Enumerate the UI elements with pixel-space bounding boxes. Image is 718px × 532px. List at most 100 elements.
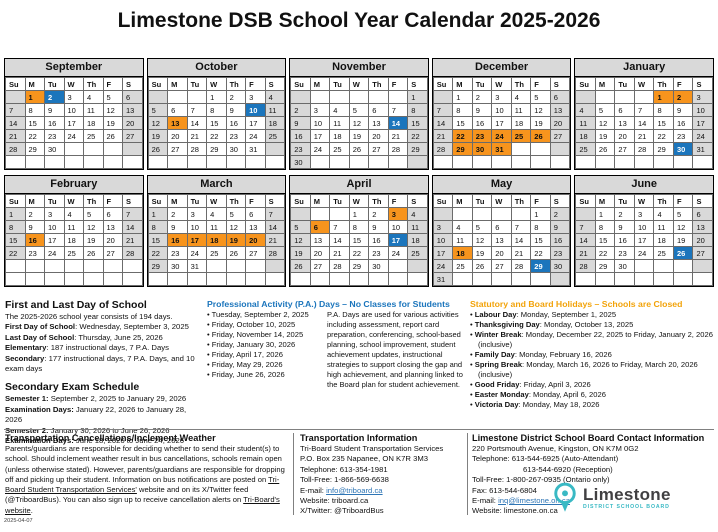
board-email-link[interactable]: inq@limestone.on.ca bbox=[498, 496, 570, 506]
day-cell: 19 bbox=[147, 129, 169, 143]
weekday-header: W bbox=[63, 77, 84, 91]
day-cell bbox=[614, 155, 635, 169]
day-cell: 31 bbox=[491, 142, 512, 156]
triboard-website-link[interactable]: Tri-Board's website bbox=[5, 495, 280, 515]
day-cell bbox=[245, 155, 266, 169]
month-grid: Su M Tu W Th F S 1 2 3 4 5 6 7 8 9 10 11 12 13 14 15 16 17 18 19 2… bbox=[290, 194, 428, 286]
day-cell bbox=[147, 90, 169, 104]
day-cell bbox=[672, 155, 694, 169]
day-cell: 1 bbox=[452, 90, 473, 104]
day-cell: 21 bbox=[186, 129, 208, 143]
vertical-divider bbox=[293, 433, 294, 515]
day-cell: 25 bbox=[575, 142, 596, 156]
day-cell bbox=[407, 259, 428, 273]
board-email-line: E-mail: inq@limestone.on.ca bbox=[472, 496, 570, 506]
day-cell: 21 bbox=[432, 129, 454, 143]
day-cell: 3 bbox=[692, 90, 713, 104]
weekday-header: Tu bbox=[614, 194, 635, 208]
day-cell: 3 bbox=[387, 207, 409, 221]
day-cell bbox=[122, 155, 143, 169]
day-cell: 22 bbox=[5, 246, 26, 260]
weekday-header: W bbox=[348, 194, 370, 208]
triboard-services-link[interactable]: Tri-Board Student Transportation Service… bbox=[5, 474, 280, 495]
day-cell: 17 bbox=[432, 246, 454, 260]
day-cell: 4 bbox=[452, 220, 473, 234]
weekday-header: M bbox=[594, 77, 616, 91]
month-title: May bbox=[432, 176, 571, 194]
day-cell: 12 bbox=[83, 220, 104, 234]
board-contact-line: Toll-Free: 1-800-267-0935 (Ontario only) bbox=[472, 475, 610, 485]
weekday-header: Th bbox=[510, 194, 532, 208]
month-title: February bbox=[5, 176, 143, 194]
day-cell: 10 bbox=[692, 103, 713, 117]
day-cell: 24 bbox=[309, 142, 331, 156]
day-cell: 26 bbox=[102, 129, 123, 143]
weekday-header: F bbox=[387, 77, 409, 91]
day-cell bbox=[491, 155, 512, 169]
day-cell: 25 bbox=[264, 129, 286, 143]
transport-website-line: Website: triboard.ca bbox=[300, 496, 369, 506]
day-cell: 29 bbox=[653, 142, 674, 156]
day-cell: 1 bbox=[5, 207, 26, 221]
day-cell: 16 bbox=[44, 116, 65, 130]
day-cell: 9 bbox=[549, 220, 571, 234]
exam-schedule-list: Semester 1: September 2, 2025 to January… bbox=[5, 394, 204, 446]
day-cell bbox=[63, 155, 84, 169]
day-cell: 30 bbox=[672, 142, 694, 156]
day-cell: 8 bbox=[5, 220, 26, 234]
day-cell: 26 bbox=[83, 246, 104, 260]
day-cell: 19 bbox=[471, 246, 493, 260]
weekday-header: F bbox=[530, 77, 551, 91]
transport-email-link[interactable]: info@triboard.ca bbox=[326, 485, 383, 495]
weekday-header: M bbox=[594, 194, 616, 208]
pa-day-item: • Tuesday, September 2, 2025 bbox=[207, 310, 309, 319]
weekday-header: Su bbox=[432, 77, 454, 91]
day-cell: 28 bbox=[432, 142, 454, 156]
day-cell: 3 bbox=[491, 90, 512, 104]
board-contact-line: 613-544-6920 (Reception) bbox=[523, 464, 613, 474]
day-cell: 11 bbox=[407, 220, 428, 234]
exam-schedule-heading: Secondary Exam Schedule bbox=[5, 381, 140, 394]
day-cell: 7 bbox=[575, 220, 596, 234]
day-cell: 28 bbox=[575, 259, 596, 273]
holidays-heading: Statutory and Board Holidays – Schools a… bbox=[470, 299, 683, 309]
day-cell: 29 bbox=[594, 259, 616, 273]
weekday-header: Tu bbox=[329, 194, 350, 208]
month-grid: Su M Tu W Th F S 1 2 3 4 5 6 7 8 9 10 11 12 13 14 15 16 17 18 19 2… bbox=[575, 194, 713, 286]
weekday-header: M bbox=[24, 194, 45, 208]
day-cell: 30 bbox=[368, 259, 389, 273]
day-cell: 29 bbox=[452, 142, 473, 156]
month-calendar-may: May Su M Tu W Th F S 1 2 3 4 5 6 7 8 9 10 11 12 13 14 15 16 17 18… bbox=[431, 175, 572, 287]
day-cell: 6 bbox=[368, 103, 389, 117]
day-cell: 10 bbox=[491, 103, 512, 117]
day-cell: 21 bbox=[329, 246, 350, 260]
transport-cancellations-heading: Transportation Cancellations/Inclement W… bbox=[5, 433, 216, 443]
day-cell: 27 bbox=[614, 142, 635, 156]
day-cell: 10 bbox=[186, 220, 208, 234]
day-cell: 20 bbox=[167, 129, 188, 143]
pa-days-columns: • Tuesday, September 2, 2025 • Friday, Oc… bbox=[207, 310, 468, 390]
day-cell bbox=[102, 272, 123, 286]
day-cell: 19 bbox=[225, 233, 247, 247]
weekday-header: W bbox=[633, 194, 655, 208]
pa-day-item: • Friday, October 10, 2025 bbox=[207, 320, 296, 329]
day-cell bbox=[368, 272, 389, 286]
day-cell: 16 bbox=[368, 233, 389, 247]
day-cell: 16 bbox=[290, 129, 311, 143]
day-cell bbox=[186, 272, 208, 286]
day-cell: 20 bbox=[549, 116, 571, 130]
day-cell bbox=[309, 155, 331, 169]
month-title: April bbox=[290, 176, 428, 194]
day-cell: 11 bbox=[575, 116, 596, 130]
day-cell: 4 bbox=[653, 207, 674, 221]
vertical-divider bbox=[467, 433, 468, 515]
day-cell: 16 bbox=[549, 233, 571, 247]
day-cell: 8 bbox=[452, 103, 473, 117]
day-cell bbox=[491, 272, 512, 286]
weekday-header: S bbox=[122, 77, 143, 91]
day-cell: 10 bbox=[44, 220, 65, 234]
day-cell: 7 bbox=[122, 207, 143, 221]
day-cell: 6 bbox=[309, 220, 331, 234]
day-cell: 2 bbox=[368, 207, 389, 221]
day-cell: 16 bbox=[24, 233, 45, 247]
